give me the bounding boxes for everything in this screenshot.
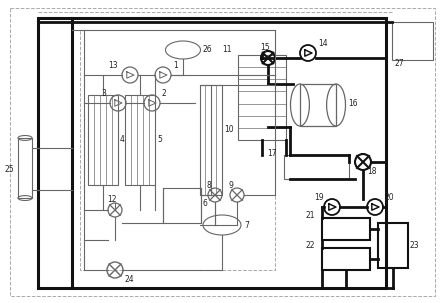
Bar bbox=[18, 138, 32, 198]
Text: 14: 14 bbox=[318, 39, 328, 48]
Text: 19: 19 bbox=[315, 194, 324, 202]
Bar bbox=[163, 188, 201, 223]
Text: 10: 10 bbox=[224, 125, 233, 135]
Text: 2: 2 bbox=[162, 89, 167, 98]
Text: 27: 27 bbox=[395, 59, 404, 68]
Text: 7: 7 bbox=[244, 221, 249, 229]
Text: 8: 8 bbox=[207, 181, 212, 189]
Text: 25: 25 bbox=[5, 165, 15, 175]
Bar bbox=[322, 248, 370, 270]
Bar bbox=[392, 22, 433, 60]
Text: 23: 23 bbox=[410, 241, 420, 249]
Bar bbox=[322, 218, 370, 240]
Text: 26: 26 bbox=[203, 45, 213, 55]
Text: 17: 17 bbox=[268, 148, 277, 158]
Bar bbox=[238, 55, 286, 140]
Text: 12: 12 bbox=[107, 195, 117, 205]
Bar bbox=[200, 85, 222, 195]
Text: 18: 18 bbox=[367, 168, 377, 177]
Bar bbox=[284, 155, 349, 179]
Text: 21: 21 bbox=[306, 211, 315, 221]
Bar bbox=[125, 95, 155, 185]
Text: 20: 20 bbox=[385, 194, 395, 202]
Text: 4: 4 bbox=[120, 135, 125, 145]
Text: 1: 1 bbox=[173, 62, 178, 71]
Text: 11: 11 bbox=[222, 45, 232, 55]
Text: 16: 16 bbox=[348, 98, 358, 108]
Bar bbox=[88, 95, 118, 185]
Bar bbox=[300, 84, 336, 126]
Bar bbox=[378, 223, 408, 268]
Text: 5: 5 bbox=[157, 135, 162, 145]
Text: 9: 9 bbox=[229, 181, 234, 189]
Text: 15: 15 bbox=[260, 44, 270, 52]
Text: 13: 13 bbox=[109, 62, 118, 71]
Bar bbox=[38, 18, 386, 288]
Text: 22: 22 bbox=[306, 241, 315, 251]
Bar bbox=[80, 30, 275, 270]
Text: 24: 24 bbox=[125, 275, 135, 285]
Text: 3: 3 bbox=[101, 89, 106, 98]
Text: 6: 6 bbox=[203, 198, 208, 208]
